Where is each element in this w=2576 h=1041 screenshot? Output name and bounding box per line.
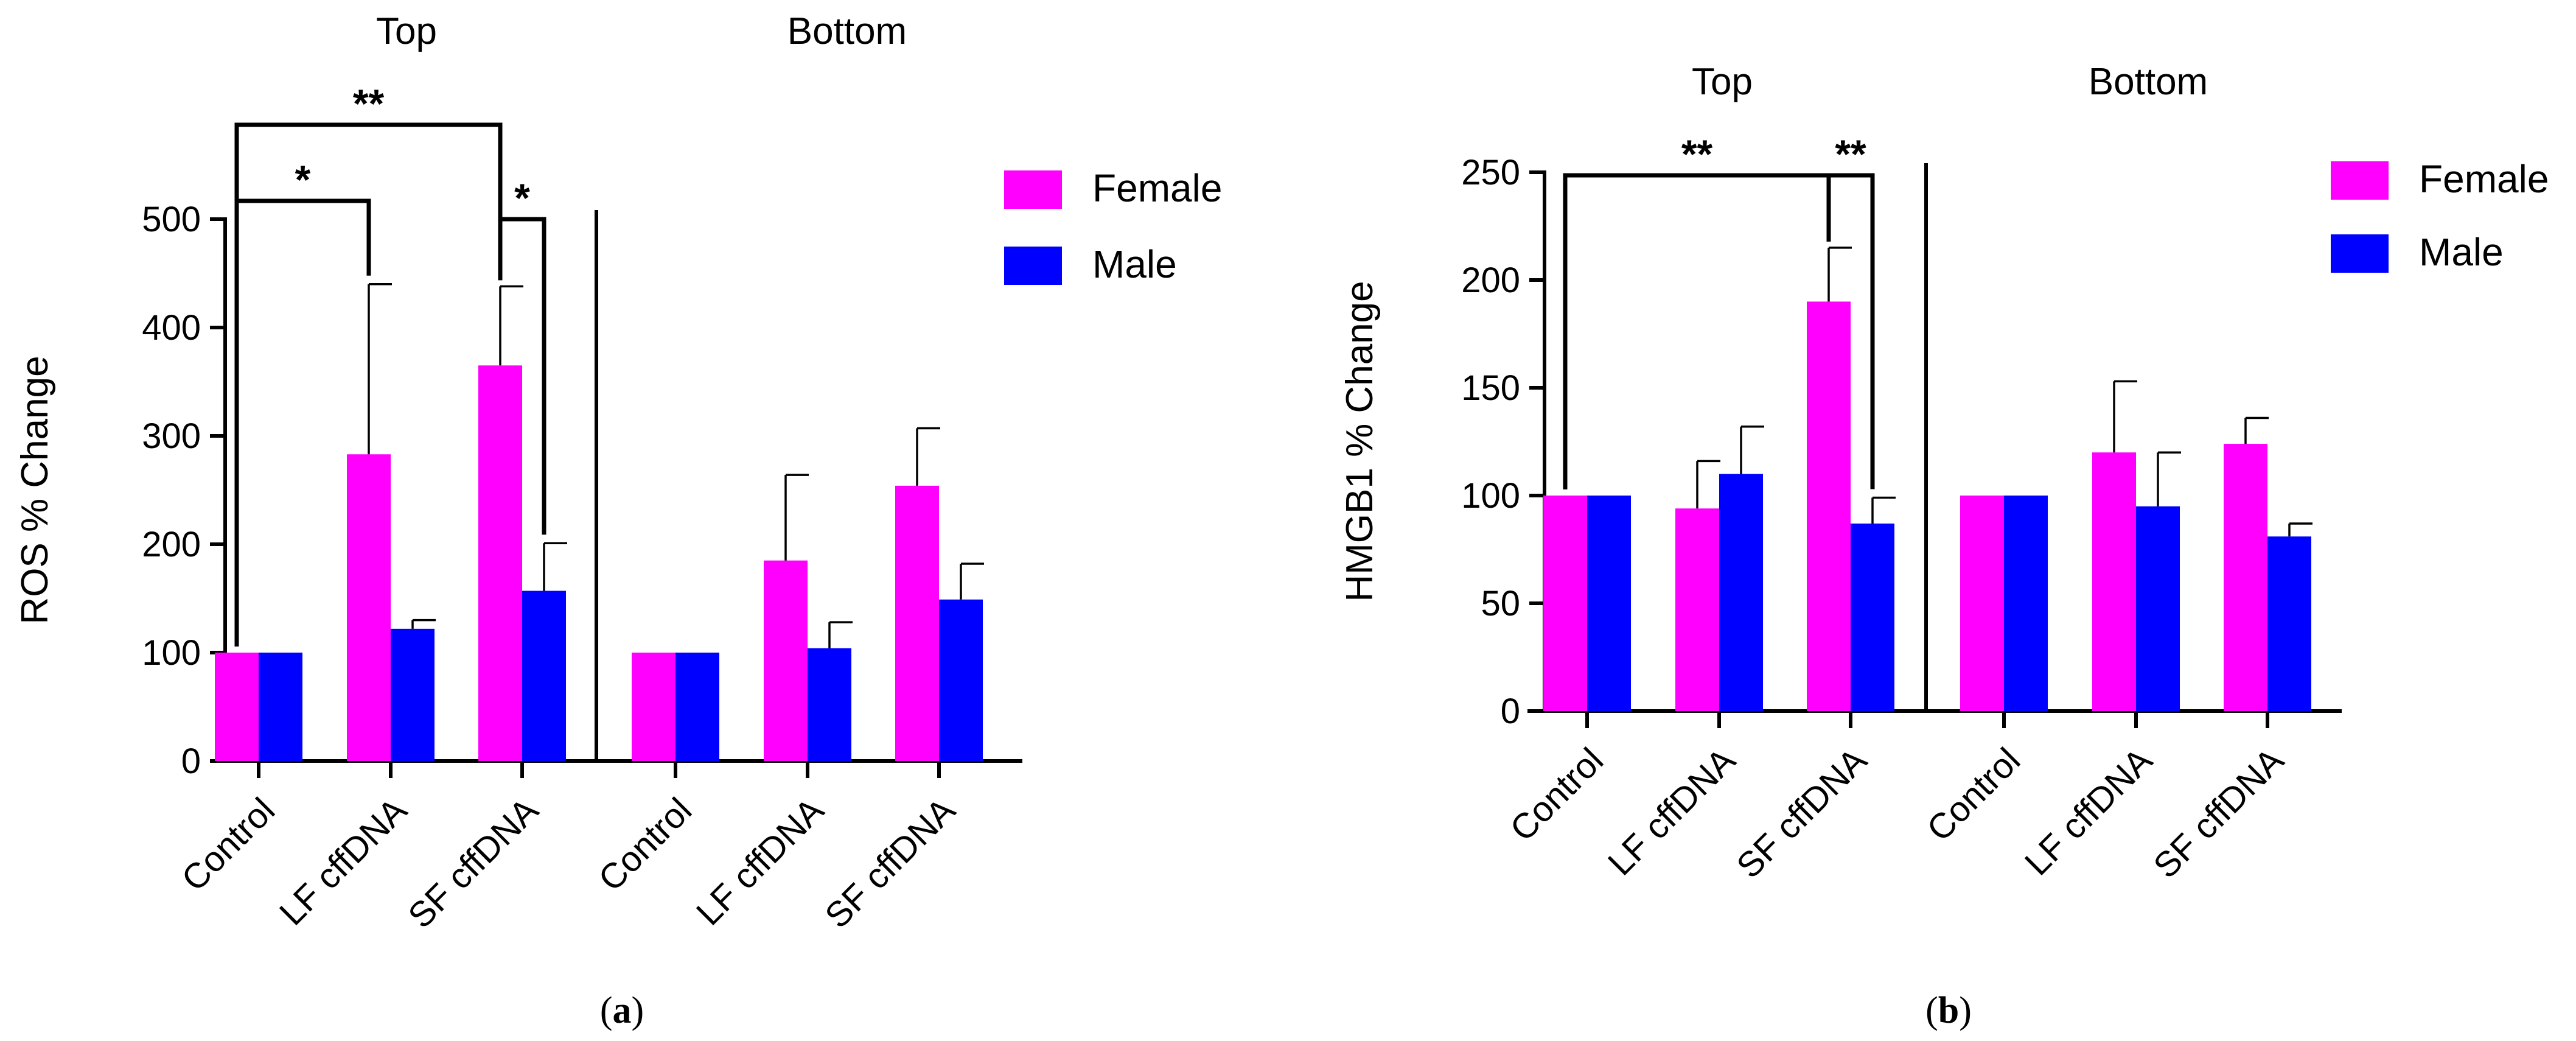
y-tick-label: 0 — [1501, 692, 1520, 731]
x-tick-label: LF cffDNA — [689, 790, 832, 933]
x-tick-label: SF cffDNA — [2146, 740, 2291, 886]
y-tick-label: 200 — [1461, 261, 1520, 300]
y-tick-label: 0 — [181, 741, 201, 781]
significance-bracket — [234, 122, 503, 647]
bar — [939, 599, 983, 761]
group-label: Bottom — [787, 10, 907, 52]
y-axis-label: HMGB1 % Change — [1339, 281, 1381, 601]
legend-label: Male — [1092, 242, 1177, 286]
x-tick-label: Control — [1503, 740, 1611, 849]
legend-label: Male — [2419, 230, 2504, 274]
group-label: Top — [376, 10, 437, 52]
panel-label-b: (b) — [1925, 990, 1972, 1031]
bar — [808, 648, 851, 761]
bar — [347, 454, 391, 761]
y-tick-label: 150 — [1461, 368, 1520, 408]
x-tick-label: Control — [1919, 740, 2028, 849]
bar — [632, 653, 675, 761]
legend-swatch — [2331, 234, 2389, 273]
bar — [215, 653, 259, 761]
significance-label: ** — [353, 81, 385, 126]
legend-swatch — [2331, 161, 2389, 200]
bar — [1851, 524, 1894, 711]
bar — [675, 653, 719, 761]
y-axis-label: ROS % Change — [14, 356, 56, 624]
bar — [1719, 474, 1763, 711]
bar — [1960, 496, 2004, 711]
significance-bracket — [498, 217, 546, 535]
bar — [478, 365, 522, 761]
x-tick-label: Control — [174, 790, 282, 899]
x-tick-label: SF cffDNA — [817, 790, 963, 936]
panel-label-a: (a) — [600, 990, 644, 1031]
bar — [1807, 301, 1851, 711]
x-tick-label: Control — [591, 790, 699, 899]
y-tick-label: 50 — [1481, 584, 1520, 623]
bar — [764, 560, 808, 761]
bar — [1675, 508, 1719, 711]
significance-label: ** — [1835, 131, 1866, 177]
y-tick-label: 300 — [142, 416, 201, 456]
bar — [2004, 496, 2048, 711]
bar — [1543, 496, 1587, 711]
bar — [1587, 496, 1631, 711]
bar — [391, 628, 435, 761]
bar — [2136, 506, 2180, 711]
group-label: Top — [1692, 61, 1753, 103]
bar — [2224, 444, 2267, 711]
x-tick-label: SF cffDNA — [400, 790, 546, 936]
significance-label: * — [295, 157, 311, 202]
y-tick-label: 400 — [142, 308, 201, 348]
bar — [2092, 452, 2136, 711]
significance-bracket — [1563, 173, 1831, 489]
bar — [2267, 536, 2311, 711]
y-tick-label: 500 — [142, 200, 201, 239]
significance-label: * — [514, 175, 530, 220]
y-tick-label: 100 — [1461, 476, 1520, 516]
bar — [895, 485, 939, 761]
legend-swatch — [1004, 247, 1062, 285]
x-tick-label: LF cffDNA — [272, 790, 415, 933]
legend-label: Female — [2419, 157, 2549, 201]
x-tick-label: LF cffDNA — [1600, 740, 1744, 883]
y-tick-label: 100 — [142, 633, 201, 673]
significance-label: ** — [1681, 131, 1713, 177]
bar — [259, 653, 302, 761]
bar — [522, 591, 566, 761]
x-tick-label: LF cffDNA — [2017, 740, 2160, 883]
y-tick-label: 200 — [142, 525, 201, 564]
legend-label: Female — [1092, 166, 1222, 210]
x-tick-label: SF cffDNA — [1729, 740, 1874, 886]
legend-swatch — [1004, 170, 1062, 209]
y-tick-label: 250 — [1461, 153, 1520, 192]
significance-bracket — [1826, 173, 1875, 489]
group-label: Bottom — [2089, 61, 2208, 103]
